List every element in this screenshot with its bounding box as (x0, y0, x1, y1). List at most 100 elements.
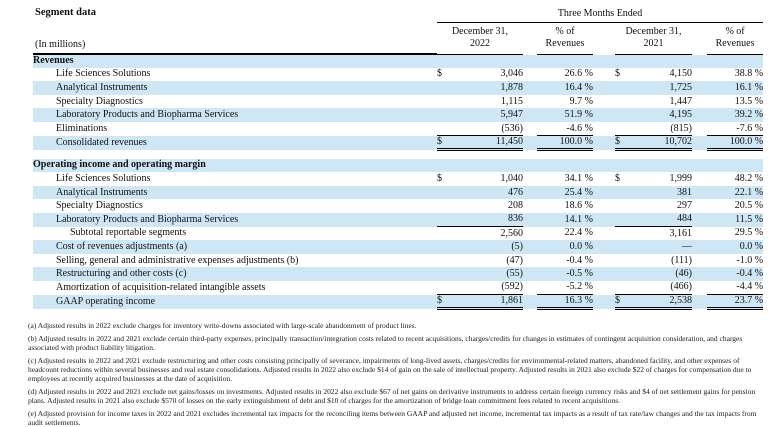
pct-2022: -0.5 % (566, 268, 593, 280)
pct-2022: 34.1 % (564, 172, 593, 184)
currency-sign (437, 213, 455, 227)
spacer (692, 172, 707, 186)
column-group-header: Three Months Ended (437, 6, 764, 23)
spacer (692, 267, 707, 281)
currency-sign (615, 254, 633, 268)
table-row-sga-adjustments: Selling, general and administrative expe… (33, 254, 763, 268)
spacer (523, 227, 537, 241)
pct-2021: 39.2 % (734, 109, 764, 121)
pct-2021: -0.4 % (736, 268, 764, 280)
spacer (593, 227, 615, 241)
pct-2021: 20.5 % (734, 200, 764, 212)
amount-2021: 297 (677, 200, 692, 212)
spacer (593, 281, 615, 295)
spacer (692, 122, 707, 136)
amount-2022: (536) (501, 122, 523, 134)
currency-sign (437, 199, 455, 213)
currency-sign (615, 213, 633, 227)
spacer (523, 254, 537, 268)
pct-2021: -7.6 % (736, 122, 764, 134)
spacer (593, 136, 615, 150)
spacer (523, 81, 537, 95)
amount-2021: 484 (677, 213, 692, 225)
section-header-operating-income: Operating income and operating margin (33, 158, 764, 173)
currency-sign: $ (615, 68, 620, 80)
row-label: Life Sciences Solutions (56, 68, 151, 80)
amount-2021: (815) (670, 122, 692, 134)
currency-sign (615, 186, 633, 200)
currency-sign (615, 240, 633, 254)
amount-2021: 1,447 (669, 95, 693, 107)
spacer (523, 23, 537, 55)
spacer (523, 281, 537, 295)
row-label: Restructuring and other costs (c) (56, 268, 187, 280)
amount-2022: (47) (506, 254, 523, 266)
table-row-subtotal-reportable-segments: Subtotal reportable segments 2,560 22.4 … (33, 226, 763, 241)
spacer (692, 23, 707, 55)
amount-2022: (592) (501, 281, 523, 293)
row-label: Life Sciences Solutions (56, 172, 151, 184)
spacer (692, 240, 707, 254)
table-row-analytical-instruments-revenue: Analytical Instruments 1,878 16.4 % 1,72… (33, 81, 764, 95)
units-label: (In millions) (35, 39, 86, 50)
amount-2021: 1,725 (669, 81, 693, 93)
spacer (692, 227, 707, 241)
spacer (593, 199, 615, 213)
table-row-eliminations: Eliminations (536) -4.6 % (815) -7.6 % (33, 122, 763, 136)
spacer (692, 213, 707, 227)
amount-2022: 836 (508, 213, 523, 225)
spacer (523, 136, 537, 150)
spacer (692, 136, 707, 150)
currency-sign: $ (437, 68, 442, 80)
spacer (523, 172, 537, 186)
footnote-a: (a) Adjusted results in 2022 exclude cha… (28, 321, 417, 330)
table-corner-cell: Segment data (In millions) (33, 6, 437, 55)
pct-2021: 0.0 % (739, 240, 764, 252)
amount-2022: 2,560 (455, 226, 523, 241)
amount-2021: 1,999 (669, 172, 693, 184)
amount-2021: 4,150 (669, 68, 693, 80)
spacer (692, 199, 707, 213)
column-header-dec-2022: December 31, 2022 (437, 22, 523, 55)
amount-2022: (55) (506, 268, 523, 280)
section-title: Revenues (33, 55, 74, 67)
spacer (593, 122, 615, 136)
spacer (593, 95, 615, 109)
spacer (692, 186, 707, 200)
footnotes-block: (a) Adjusted results in 2022 exclude cha… (28, 321, 772, 427)
currency-sign (437, 186, 455, 200)
table-row-specialty-diagnostics-oi: Specialty Diagnostics 208 18.6 % 297 20.… (33, 199, 763, 213)
pct-2022: 22.4 % (564, 227, 593, 239)
page-title: Segment data (35, 7, 96, 18)
spacer (692, 95, 707, 109)
amount-2021: 3,161 (633, 226, 692, 241)
pct-2022: 9.7 % (569, 95, 593, 107)
currency-sign (615, 226, 633, 241)
amount-2021: — (682, 240, 692, 252)
amount-2022: 208 (508, 200, 523, 212)
currency-sign (615, 122, 633, 136)
column-header-pct-revenues-2022: % of Revenues (537, 22, 593, 55)
table-header-row-span: Segment data (In millions) Three Months … (33, 6, 764, 55)
pct-2022: 25.4 % (564, 186, 593, 198)
amount-2021: (466) (670, 281, 692, 293)
spacer (692, 81, 707, 95)
pct-2021: 100.0 % (707, 135, 764, 152)
pct-2022: 16.3 % (537, 294, 593, 310)
spacer (523, 68, 537, 82)
row-label: Subtotal reportable segments (70, 227, 187, 239)
currency-sign (437, 254, 455, 268)
table-row-lab-products-oi: Laboratory Products and Biopharma Servic… (33, 212, 764, 227)
currency-sign: $ (437, 135, 455, 152)
pct-2022: -0.4 % (566, 254, 593, 266)
amount-2021: 4,195 (669, 109, 693, 121)
row-label: GAAP operating income (56, 295, 156, 307)
pct-2021: -4.4 % (736, 281, 764, 293)
spacer (593, 213, 615, 227)
table-row-gaap-operating-income: GAAP operating income $ 1,861 16.3 % $ 2… (33, 294, 764, 310)
spacer (523, 122, 537, 136)
currency-sign: $ (615, 172, 620, 184)
currency-sign (615, 108, 633, 122)
table-row-life-sciences-oi: Life Sciences Solutions $ 1,040 34.1 % $… (33, 172, 763, 186)
